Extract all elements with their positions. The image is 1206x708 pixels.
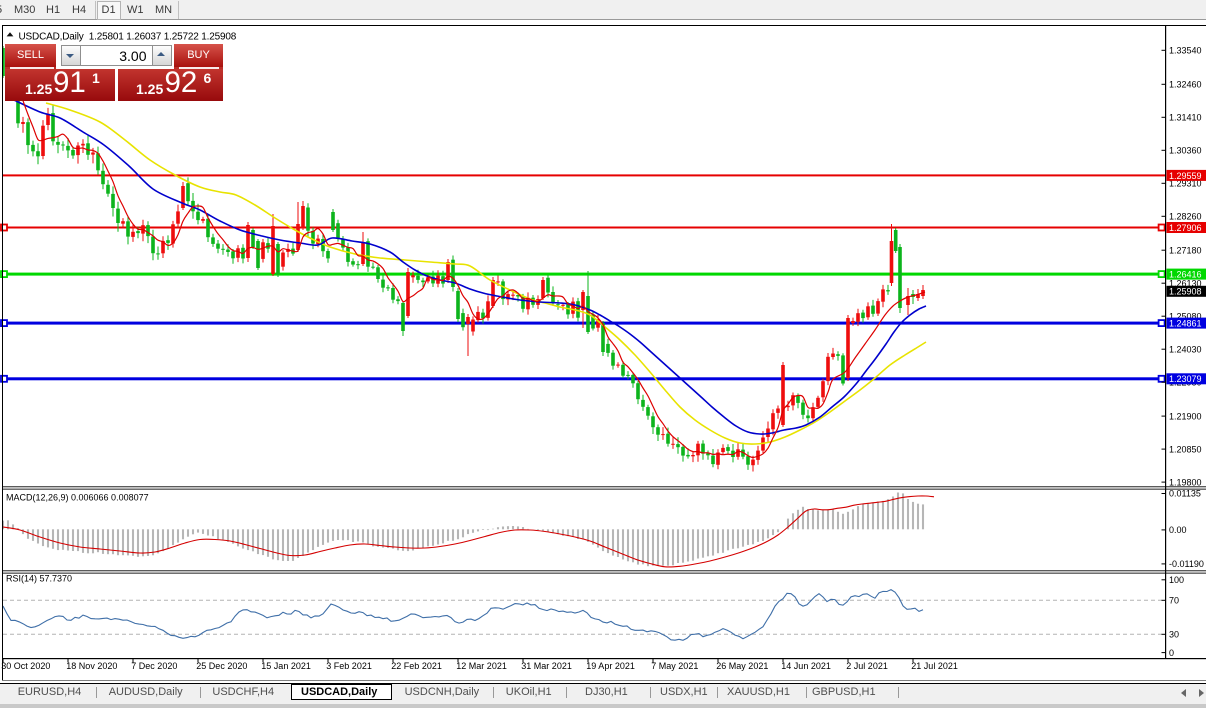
svg-text:31 Mar 2021: 31 Mar 2021 xyxy=(521,661,572,671)
svg-text:-0.01190: -0.01190 xyxy=(1169,559,1204,569)
svg-text:30: 30 xyxy=(1169,630,1179,640)
svg-text:0: 0 xyxy=(1169,648,1174,658)
svg-text:7 Dec 2020: 7 Dec 2020 xyxy=(131,661,177,671)
svg-text:21 Jul 2021: 21 Jul 2021 xyxy=(911,661,958,671)
svg-text:1.29310: 1.29310 xyxy=(1169,179,1202,189)
svg-text:3 Feb 2021: 3 Feb 2021 xyxy=(326,661,372,671)
svg-text:70: 70 xyxy=(1169,596,1179,606)
svg-text:7 May 2021: 7 May 2021 xyxy=(651,661,698,671)
svg-text:0.01135: 0.01135 xyxy=(1169,489,1201,499)
svg-text:18 Nov 2020: 18 Nov 2020 xyxy=(66,661,117,671)
svg-text:1.23079: 1.23079 xyxy=(1169,374,1202,384)
svg-text:1.20850: 1.20850 xyxy=(1169,444,1202,454)
svg-text:1.27906: 1.27906 xyxy=(1169,223,1202,233)
svg-text:100: 100 xyxy=(1169,575,1184,585)
svg-text:RSI(14) 57.7370: RSI(14) 57.7370 xyxy=(6,574,72,584)
svg-text:1.31410: 1.31410 xyxy=(1169,113,1202,123)
svg-text:15 Jan 2021: 15 Jan 2021 xyxy=(261,661,311,671)
svg-text:14 Jun 2021: 14 Jun 2021 xyxy=(781,661,831,671)
svg-text:1.19800: 1.19800 xyxy=(1169,477,1202,487)
svg-text:26 May 2021: 26 May 2021 xyxy=(716,661,768,671)
svg-text:1.30360: 1.30360 xyxy=(1169,146,1202,156)
svg-text:0.00: 0.00 xyxy=(1169,525,1187,535)
svg-text:1.29559: 1.29559 xyxy=(1169,171,1202,181)
svg-text:30 Oct 2020: 30 Oct 2020 xyxy=(1,661,50,671)
svg-text:1.26416: 1.26416 xyxy=(1169,270,1202,280)
svg-text:1.32460: 1.32460 xyxy=(1169,80,1202,90)
svg-text:19 Apr 2021: 19 Apr 2021 xyxy=(586,661,635,671)
svg-text:1.28260: 1.28260 xyxy=(1169,212,1202,222)
svg-text:USDCAD,Daily 1.25801 1.26037: USDCAD,Daily 1.25801 1.26037 1.25722 1.2… xyxy=(19,32,237,43)
svg-text:1.24861: 1.24861 xyxy=(1169,319,1202,329)
svg-text:1.25080: 1.25080 xyxy=(1169,311,1202,321)
svg-text:2 Jul 2021: 2 Jul 2021 xyxy=(846,661,888,671)
svg-text:1.27180: 1.27180 xyxy=(1169,245,1202,255)
svg-text:1.33540: 1.33540 xyxy=(1169,46,1202,56)
svg-text:12 Mar 2021: 12 Mar 2021 xyxy=(456,661,507,671)
svg-text:22 Feb 2021: 22 Feb 2021 xyxy=(391,661,442,671)
svg-text:25 Dec 2020: 25 Dec 2020 xyxy=(196,661,247,671)
svg-text:1.24030: 1.24030 xyxy=(1169,344,1202,354)
svg-text:1.25908: 1.25908 xyxy=(1169,287,1202,297)
svg-text:MACD(12,26,9) 0.006066 0.00807: MACD(12,26,9) 0.006066 0.008077 xyxy=(6,493,149,503)
svg-text:1.21900: 1.21900 xyxy=(1169,411,1202,421)
svg-text:1.26130: 1.26130 xyxy=(1169,278,1202,288)
